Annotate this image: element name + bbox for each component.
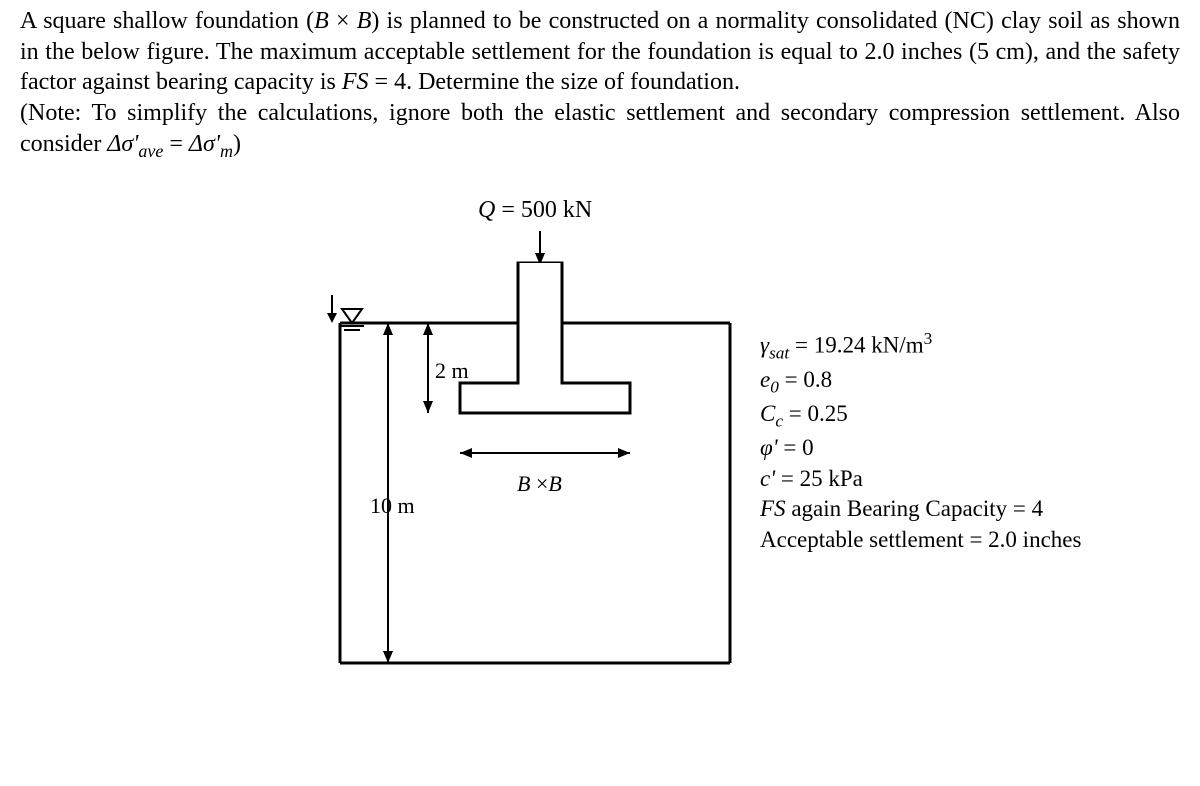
subscript: m [220,141,233,161]
param-Cc: Cc = 0.25 [760,399,1081,433]
text-run: Δσ' [189,131,220,157]
text-run: = 500 kN [495,197,592,223]
sym-B: B [314,8,329,34]
param-gamma: γsat = 19.24 kN/m3 [760,328,1081,365]
param-phi: φ' = 0 [760,433,1081,463]
text-run: A square shallow foundation ( [20,8,314,34]
sym-dsigma: Δσ'm [189,131,233,157]
text-run: = 19.24 kN/m [789,332,923,357]
text-run: = 25 kPa [775,466,863,491]
subscript: ave [138,141,163,161]
param-e0: e0 = 0.8 [760,365,1081,399]
text-run: × [530,471,548,496]
superscript: 3 [924,329,933,348]
text-run: = 4. Determine the size of foundation. [369,69,740,95]
param-FS: FS again Bearing Capacity = 4 [760,494,1081,524]
text-run: = [163,131,189,157]
text-run: Δσ' [107,131,138,157]
soil-parameters: γsat = 19.24 kN/m3 e0 = 0.8 Cc = 0.25 φ'… [760,328,1081,555]
sym-dsigma: Δσ'ave [107,131,163,157]
sym-C: C [760,401,775,426]
sym-FS: FS [342,69,369,95]
text-run: = 0.8 [779,367,832,392]
text-run: × [329,8,357,34]
param-c: c' = 25 kPa [760,464,1081,494]
sym-B: B [548,471,561,496]
sym-B: B [357,8,372,34]
subscript: sat [769,343,789,362]
sym-FS: FS [760,496,786,521]
load-label: Q = 500 kN [478,197,592,224]
sym-e: e [760,367,770,392]
problem-statement: A square shallow foundation (B × B) is p… [20,6,1180,163]
subscript: 0 [770,377,779,396]
param-settlement: Acceptable settlement = 2.0 inches [760,525,1081,555]
dim-width-label: B ×B [517,471,562,497]
dim-depth-label: 2 m [435,358,469,384]
text-run: again Bearing Capacity = 4 [786,496,1044,521]
figure: Q = 500 kN [20,183,1180,743]
sym-gamma: γ [760,332,769,357]
text-run: = 0 [778,435,814,460]
text-run: ) [233,131,241,157]
foundation-diagram [310,223,750,693]
text-run: = 0.25 [783,401,848,426]
dim-total-label: 10 m [370,493,415,519]
sym-B: B [517,471,530,496]
sym-c: c' [760,466,775,491]
sym-phi: φ' [760,435,778,460]
subscript: c [775,412,783,431]
sym-Q: Q [478,197,495,223]
